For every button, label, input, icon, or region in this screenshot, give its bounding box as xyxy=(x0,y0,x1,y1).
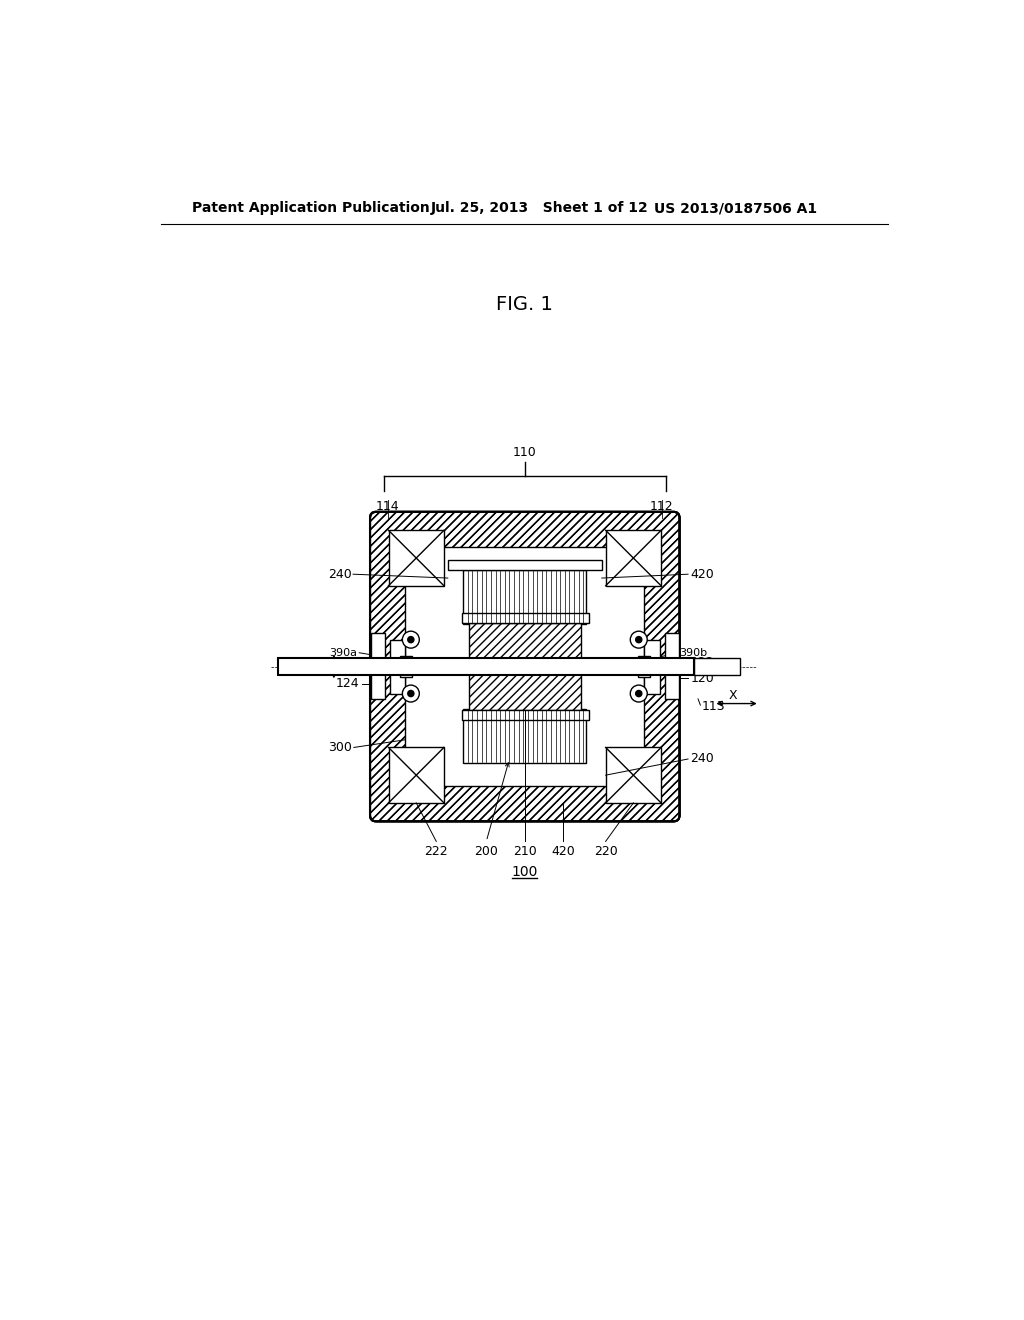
Bar xyxy=(694,659,740,675)
Bar xyxy=(447,560,602,570)
Bar xyxy=(279,659,694,675)
Bar xyxy=(406,548,644,785)
Bar xyxy=(390,640,406,693)
Circle shape xyxy=(636,636,642,643)
Bar xyxy=(462,710,589,719)
Bar xyxy=(469,623,581,660)
Circle shape xyxy=(408,636,414,643)
Bar xyxy=(400,656,412,664)
Text: 220: 220 xyxy=(594,845,617,858)
Bar xyxy=(638,669,649,677)
Bar xyxy=(400,669,412,677)
Text: Jul. 25, 2013   Sheet 1 of 12: Jul. 25, 2013 Sheet 1 of 12 xyxy=(431,202,648,215)
Bar xyxy=(371,634,385,700)
Text: 124: 124 xyxy=(336,677,359,690)
Circle shape xyxy=(402,685,419,702)
Text: FIG. 1: FIG. 1 xyxy=(497,296,553,314)
Text: 120: 120 xyxy=(690,672,714,685)
Text: 122: 122 xyxy=(690,656,714,669)
Text: 390b: 390b xyxy=(679,648,707,657)
Bar xyxy=(463,570,587,624)
Text: 110: 110 xyxy=(513,446,537,459)
Text: 420: 420 xyxy=(552,845,575,858)
Bar xyxy=(469,673,581,710)
Bar xyxy=(665,634,679,700)
Bar xyxy=(463,709,587,763)
Bar xyxy=(462,614,589,623)
Bar xyxy=(605,531,662,586)
Circle shape xyxy=(636,690,642,697)
Text: 240: 240 xyxy=(690,752,714,766)
Circle shape xyxy=(631,685,647,702)
Text: 113: 113 xyxy=(701,700,726,713)
Circle shape xyxy=(402,631,419,648)
Text: US 2013/0187506 A1: US 2013/0187506 A1 xyxy=(654,202,817,215)
Circle shape xyxy=(631,631,647,648)
Text: R: R xyxy=(322,667,331,680)
Text: 420: 420 xyxy=(690,568,714,581)
FancyBboxPatch shape xyxy=(370,512,680,821)
Text: 114: 114 xyxy=(376,500,399,513)
Text: 300: 300 xyxy=(328,741,351,754)
Bar xyxy=(388,531,444,586)
Text: 100: 100 xyxy=(512,865,538,879)
Bar xyxy=(644,640,659,693)
Bar xyxy=(388,747,444,803)
Text: X: X xyxy=(728,689,737,702)
Text: 112: 112 xyxy=(650,500,674,513)
Text: 390a: 390a xyxy=(329,648,357,657)
Text: 200: 200 xyxy=(474,845,499,858)
Text: 210: 210 xyxy=(513,845,537,858)
Bar xyxy=(605,747,662,803)
Text: 240: 240 xyxy=(328,568,351,581)
Text: 222: 222 xyxy=(424,845,449,858)
Circle shape xyxy=(408,690,414,697)
Text: 320: 320 xyxy=(339,663,364,676)
Bar xyxy=(638,656,649,664)
Text: Patent Application Publication: Patent Application Publication xyxy=(193,202,430,215)
